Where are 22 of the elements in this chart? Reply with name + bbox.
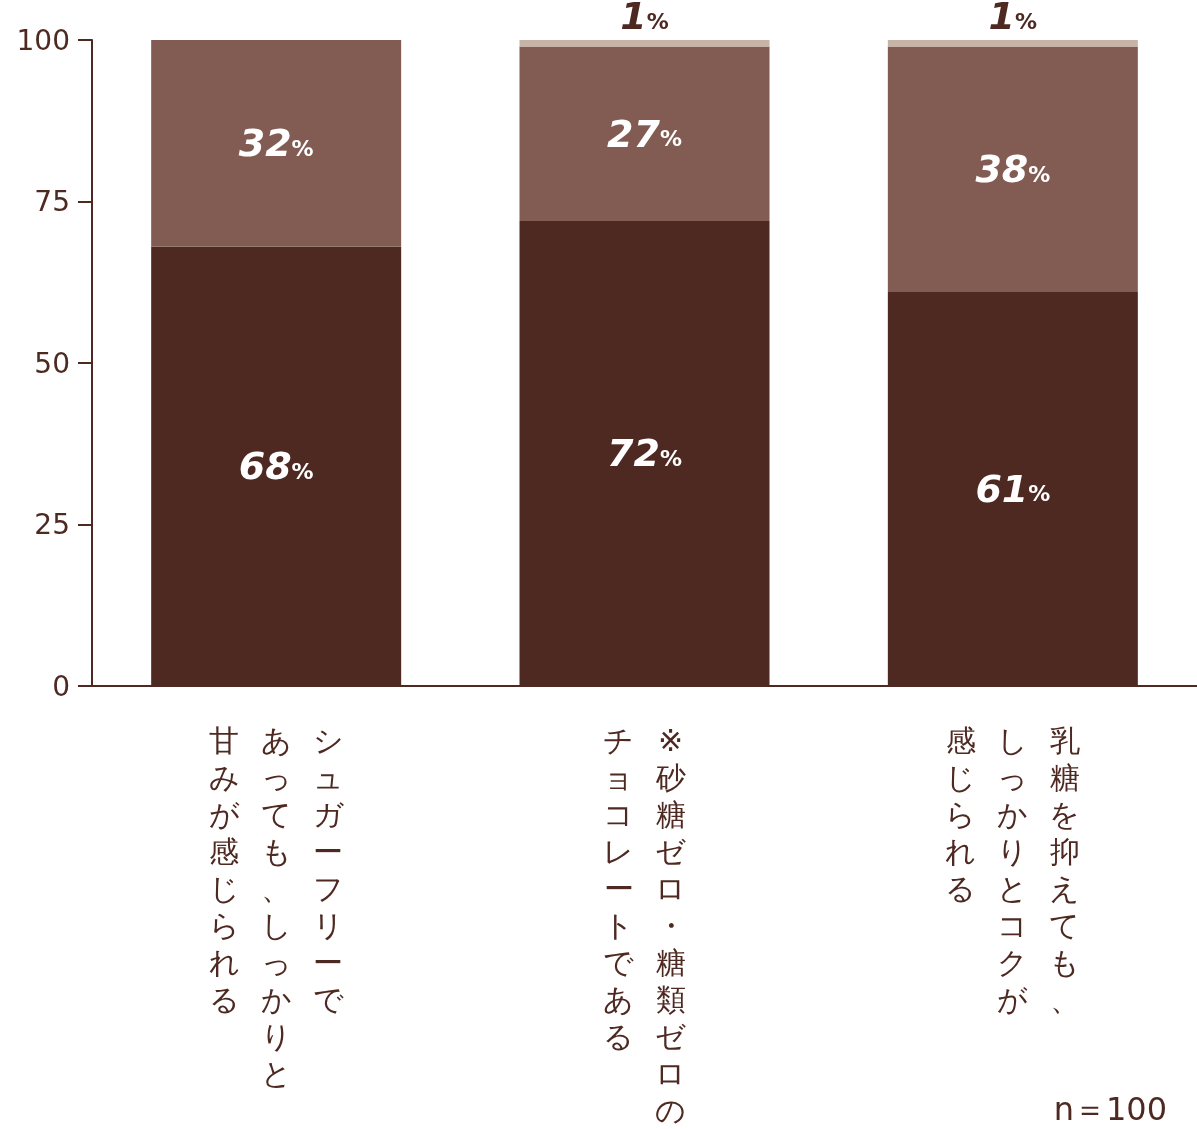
y-tick-label: 75	[34, 185, 70, 218]
category-label: シュガーフリーであっても、しっかりと甘みが感じられる	[208, 723, 344, 1091]
data-label: 1%	[620, 0, 669, 38]
bar	[887, 40, 1138, 47]
bar	[519, 40, 770, 47]
data-label: 72%	[607, 431, 682, 476]
text: n＝100	[1053, 1090, 1167, 1128]
category-label: ※砂糖ゼロ・糖類ゼロのチョコレートである	[603, 723, 686, 1128]
data-label: 1%	[988, 0, 1038, 38]
data-label: 32%	[238, 121, 314, 166]
y-tick-label: 50	[34, 346, 70, 380]
y-tick-label: 0	[52, 669, 70, 703]
data-label: 61%	[975, 466, 1051, 511]
data-label: 68%	[238, 444, 314, 489]
bar	[887, 46, 1138, 292]
category-label: 乳糖を抑えても、しっかりとコクが感じられる	[945, 723, 1081, 1017]
y-tick-label: 25	[34, 508, 70, 541]
y-tick-label: 100	[16, 23, 70, 57]
bar	[151, 40, 402, 247]
data-label: 38%	[975, 147, 1051, 192]
bar	[519, 46, 770, 221]
data-label: 27%	[607, 111, 682, 156]
